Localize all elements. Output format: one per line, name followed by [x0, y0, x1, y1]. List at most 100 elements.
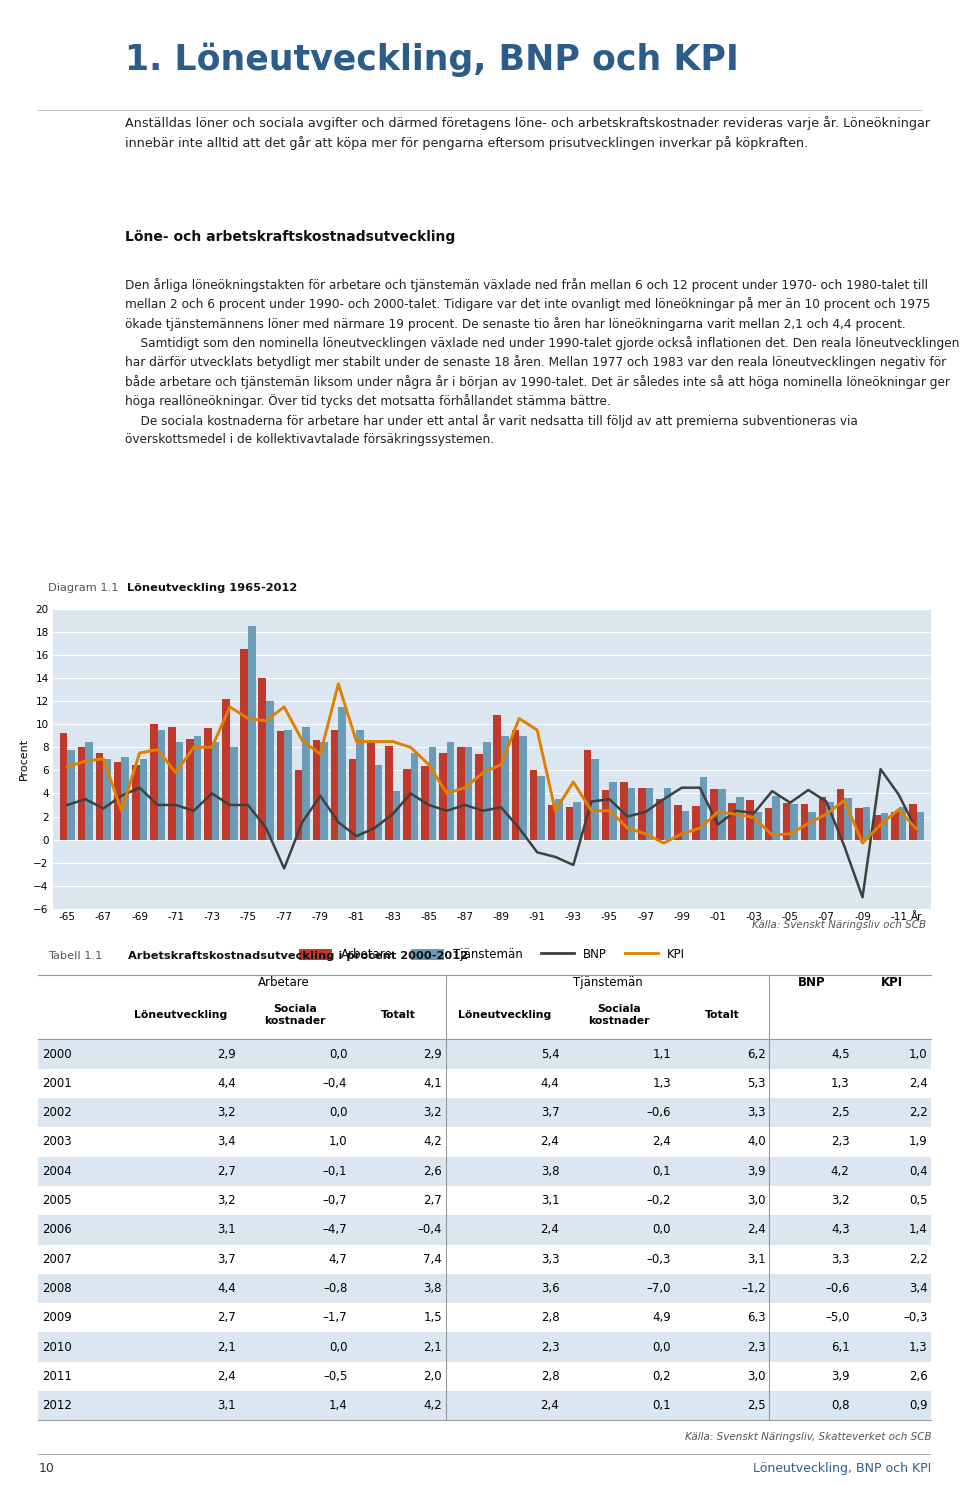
Bar [663, 787, 671, 839]
Text: 4,1: 4,1 [423, 1077, 443, 1090]
Text: 3,2: 3,2 [831, 1194, 850, 1207]
Bar [845, 797, 852, 839]
Bar [475, 754, 483, 839]
Text: 2000: 2000 [42, 1047, 72, 1060]
Text: 0,4: 0,4 [909, 1164, 927, 1178]
Bar [899, 808, 906, 839]
Bar [465, 747, 472, 839]
Bar [682, 811, 689, 839]
Bar [790, 803, 798, 839]
Text: –4,7: –4,7 [323, 1224, 348, 1237]
Text: Löneutveckling: Löneutveckling [458, 1010, 551, 1020]
Bar [530, 771, 538, 839]
Text: 7,4: 7,4 [423, 1253, 443, 1265]
Text: –0,2: –0,2 [646, 1194, 671, 1207]
Text: –0,4: –0,4 [418, 1224, 443, 1237]
Text: 2,4: 2,4 [540, 1399, 560, 1412]
Text: 3,2: 3,2 [217, 1194, 236, 1207]
Bar [620, 783, 628, 839]
Text: 2,9: 2,9 [423, 1047, 443, 1060]
Text: 2,4: 2,4 [217, 1371, 236, 1383]
Text: 0,0: 0,0 [329, 1106, 348, 1120]
Bar [67, 750, 75, 839]
Text: 3,2: 3,2 [217, 1106, 236, 1120]
Text: 2009: 2009 [42, 1311, 72, 1325]
Text: –0,5: –0,5 [323, 1371, 348, 1383]
Bar [638, 787, 646, 839]
Text: 2004: 2004 [42, 1164, 72, 1178]
Bar [512, 731, 519, 839]
Text: 2001: 2001 [42, 1077, 72, 1090]
Bar [628, 787, 636, 839]
Text: –5,0: –5,0 [826, 1311, 850, 1325]
Bar [855, 808, 862, 839]
Text: 3,7: 3,7 [540, 1106, 560, 1120]
Bar [573, 802, 581, 839]
Text: Den årliga löneökningstakten för arbetare och tjänstemän växlade ned från mellan: Den årliga löneökningstakten för arbetar… [125, 278, 959, 446]
Text: 3,1: 3,1 [747, 1253, 766, 1265]
Text: 2,0: 2,0 [423, 1371, 443, 1383]
Bar [827, 802, 834, 839]
Text: 3,8: 3,8 [423, 1282, 443, 1295]
Text: 2010: 2010 [42, 1341, 72, 1354]
Bar [700, 777, 708, 839]
Bar [602, 790, 610, 839]
Bar [85, 741, 93, 839]
Bar [223, 699, 230, 839]
Text: 2,1: 2,1 [423, 1341, 443, 1354]
Text: 3,0: 3,0 [747, 1371, 766, 1383]
Bar [114, 762, 122, 839]
Bar [493, 714, 501, 839]
Bar [338, 707, 346, 839]
Text: 0,0: 0,0 [653, 1224, 671, 1237]
Bar [104, 759, 111, 839]
Bar [38, 1215, 931, 1244]
Bar [610, 783, 617, 839]
Bar [96, 753, 104, 839]
Text: 1,0: 1,0 [328, 1136, 348, 1148]
Text: –1,2: –1,2 [741, 1282, 766, 1295]
Text: 2,4: 2,4 [909, 1077, 927, 1090]
Text: 2,9: 2,9 [217, 1047, 236, 1060]
Bar [808, 812, 816, 839]
Text: 3,1: 3,1 [217, 1224, 236, 1237]
Bar [331, 731, 338, 839]
Bar [873, 815, 880, 839]
Text: 4,5: 4,5 [831, 1047, 850, 1060]
Text: 0,2: 0,2 [653, 1371, 671, 1383]
Bar [483, 741, 491, 839]
Text: Löneutveckling: Löneutveckling [134, 1010, 228, 1020]
Text: 4,2: 4,2 [423, 1399, 443, 1412]
Text: 3,3: 3,3 [747, 1106, 766, 1120]
Text: 1,3: 1,3 [653, 1077, 671, 1090]
Bar [718, 789, 726, 839]
Bar [393, 792, 400, 839]
Text: 0,0: 0,0 [329, 1341, 348, 1354]
Text: 3,9: 3,9 [747, 1164, 766, 1178]
Text: 2,5: 2,5 [747, 1399, 766, 1412]
Text: KPI: KPI [881, 977, 903, 989]
Text: 2,6: 2,6 [909, 1371, 927, 1383]
Bar [356, 731, 364, 839]
Bar [176, 741, 183, 839]
Text: 2,3: 2,3 [540, 1341, 560, 1354]
Text: 0,1: 0,1 [653, 1399, 671, 1412]
Text: 3,2: 3,2 [423, 1106, 443, 1120]
Bar [764, 808, 772, 839]
Bar [38, 1362, 931, 1391]
Text: 2,4: 2,4 [540, 1224, 560, 1237]
Text: 2,3: 2,3 [747, 1341, 766, 1354]
Text: –0,4: –0,4 [323, 1077, 348, 1090]
Text: 0,0: 0,0 [329, 1047, 348, 1060]
Text: 10: 10 [38, 1463, 55, 1475]
Bar [429, 747, 437, 839]
Text: 3,3: 3,3 [831, 1253, 850, 1265]
Text: 1,3: 1,3 [831, 1077, 850, 1090]
Text: 0,0: 0,0 [653, 1341, 671, 1354]
Bar [403, 769, 411, 839]
Text: Tabell 1.1: Tabell 1.1 [48, 952, 103, 961]
Bar [348, 759, 356, 839]
Bar [819, 797, 827, 839]
Bar [212, 741, 220, 839]
Text: Löneutveckling 1965-2012: Löneutveckling 1965-2012 [127, 584, 297, 593]
